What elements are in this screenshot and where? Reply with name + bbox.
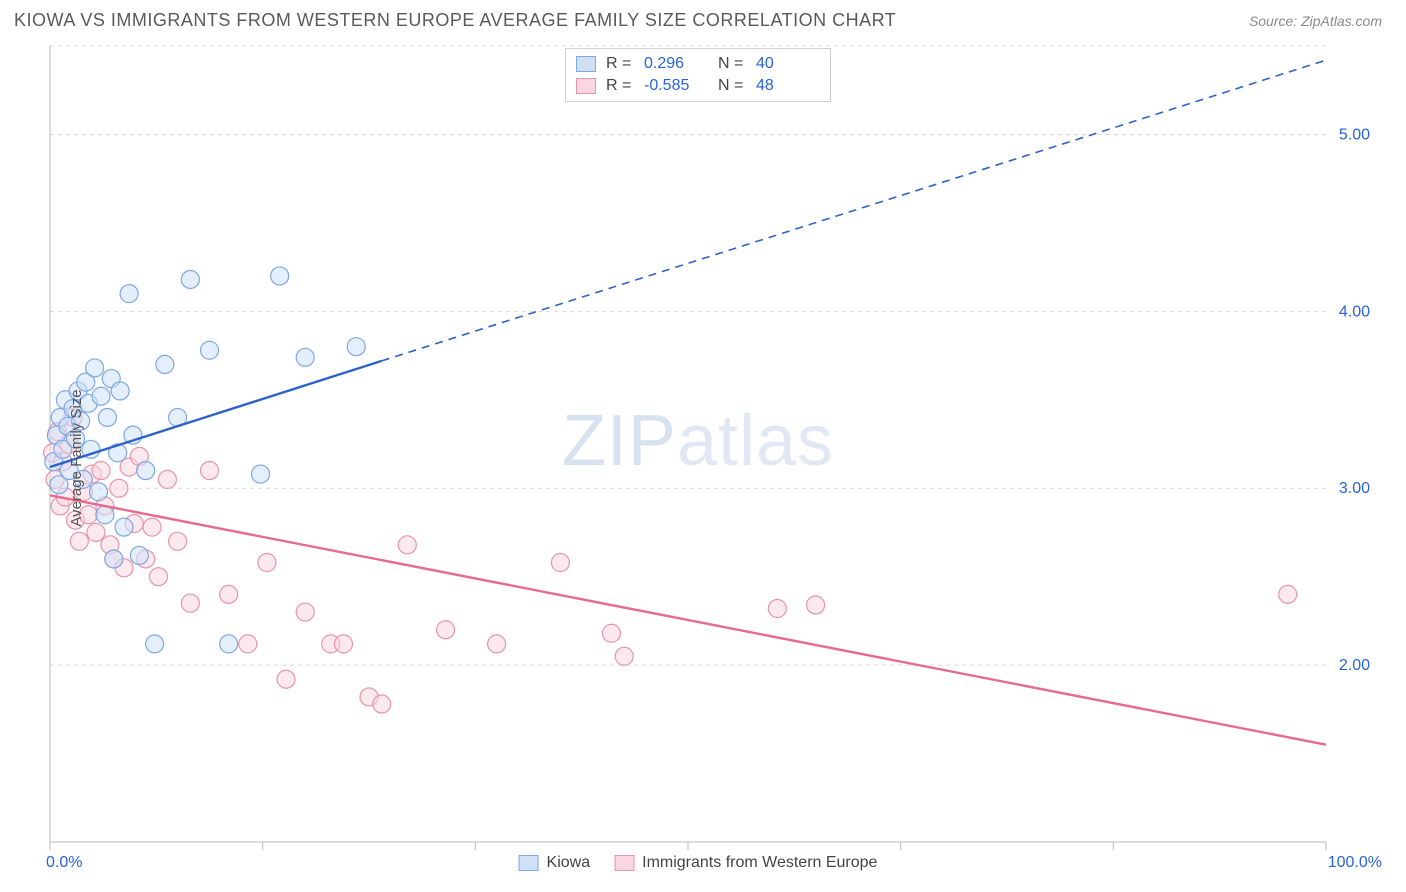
n-value-immigrants: 48 <box>756 75 820 97</box>
swatch-kiowa <box>576 56 596 72</box>
swatch-immigrants <box>614 855 634 871</box>
r-value-immigrants: -0.585 <box>644 75 708 97</box>
chart-title: KIOWA VS IMMIGRANTS FROM WESTERN EUROPE … <box>14 10 896 31</box>
x-axis-min-label: 0.0% <box>46 854 82 872</box>
n-value-kiowa: 40 <box>756 53 820 75</box>
svg-text:4.00: 4.00 <box>1339 303 1370 320</box>
legend-label-kiowa: Kiowa <box>547 854 591 872</box>
x-axis-max-label: 100.0% <box>1328 854 1382 872</box>
r-label: R = <box>606 75 634 97</box>
correlation-legend: R = 0.296 N = 40 R = -0.585 N = 48 <box>565 48 831 102</box>
legend-item-kiowa: Kiowa <box>519 854 591 872</box>
legend-row-kiowa: R = 0.296 N = 40 <box>576 53 820 75</box>
source-label: Source: ZipAtlas.com <box>1249 13 1382 29</box>
r-label: R = <box>606 53 634 75</box>
swatch-kiowa <box>519 855 539 871</box>
legend-label-immigrants: Immigrants from Western Europe <box>642 854 877 872</box>
svg-text:2.00: 2.00 <box>1339 657 1370 674</box>
r-value-kiowa: 0.296 <box>644 53 708 75</box>
swatch-immigrants <box>576 78 596 94</box>
legend-row-immigrants: R = -0.585 N = 48 <box>576 75 820 97</box>
series-legend: Kiowa Immigrants from Western Europe <box>519 854 878 872</box>
legend-item-immigrants: Immigrants from Western Europe <box>614 854 877 872</box>
svg-text:3.00: 3.00 <box>1339 480 1370 497</box>
y-axis-label: Average Family Size <box>68 389 85 526</box>
chart-container: Average Family Size ZIPatlas 2.003.004.0… <box>14 44 1382 872</box>
svg-text:5.00: 5.00 <box>1339 126 1370 143</box>
n-label: N = <box>718 75 746 97</box>
n-label: N = <box>718 53 746 75</box>
scatter-plot: 2.00 3.00 4.00 5.00 <box>14 44 1382 872</box>
